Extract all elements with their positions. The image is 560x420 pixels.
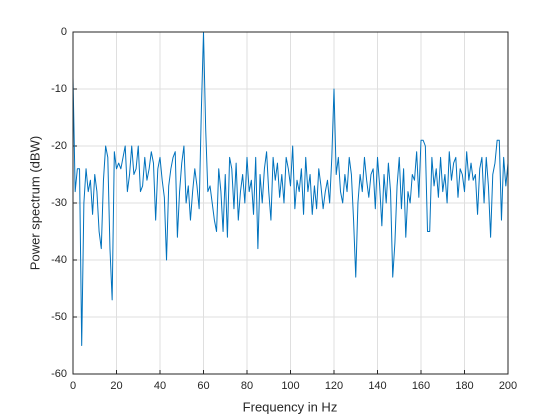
x-axis-label: Frequency in Hz	[243, 399, 338, 414]
x-tick-label: 200	[499, 380, 517, 392]
x-tick-label: 0	[70, 380, 76, 392]
line	[72, 31, 509, 346]
x-tick-label: 40	[154, 380, 166, 392]
x-tick-label: 140	[368, 380, 386, 392]
y-tick-label: -50	[51, 311, 67, 323]
y-tick-label: -60	[51, 368, 67, 380]
y-tick-label: -40	[51, 254, 67, 266]
y-tick-label: -10	[51, 83, 67, 95]
x-tick-label: 80	[241, 380, 253, 392]
x-tick-label: 20	[110, 380, 122, 392]
y-tick-label: -30	[51, 197, 67, 209]
axes-box	[72, 31, 509, 375]
x-tick-label: 160	[412, 380, 430, 392]
x-tick-label: 100	[281, 380, 299, 392]
x-tick-label: 180	[455, 380, 473, 392]
x-tick-label: 120	[325, 380, 343, 392]
y-tick-label: -20	[51, 140, 67, 152]
y-axis-label: Power spectrum (dBW)	[27, 136, 42, 270]
y-tick-label: 0	[61, 26, 67, 38]
x-tick-label: 60	[197, 380, 209, 392]
